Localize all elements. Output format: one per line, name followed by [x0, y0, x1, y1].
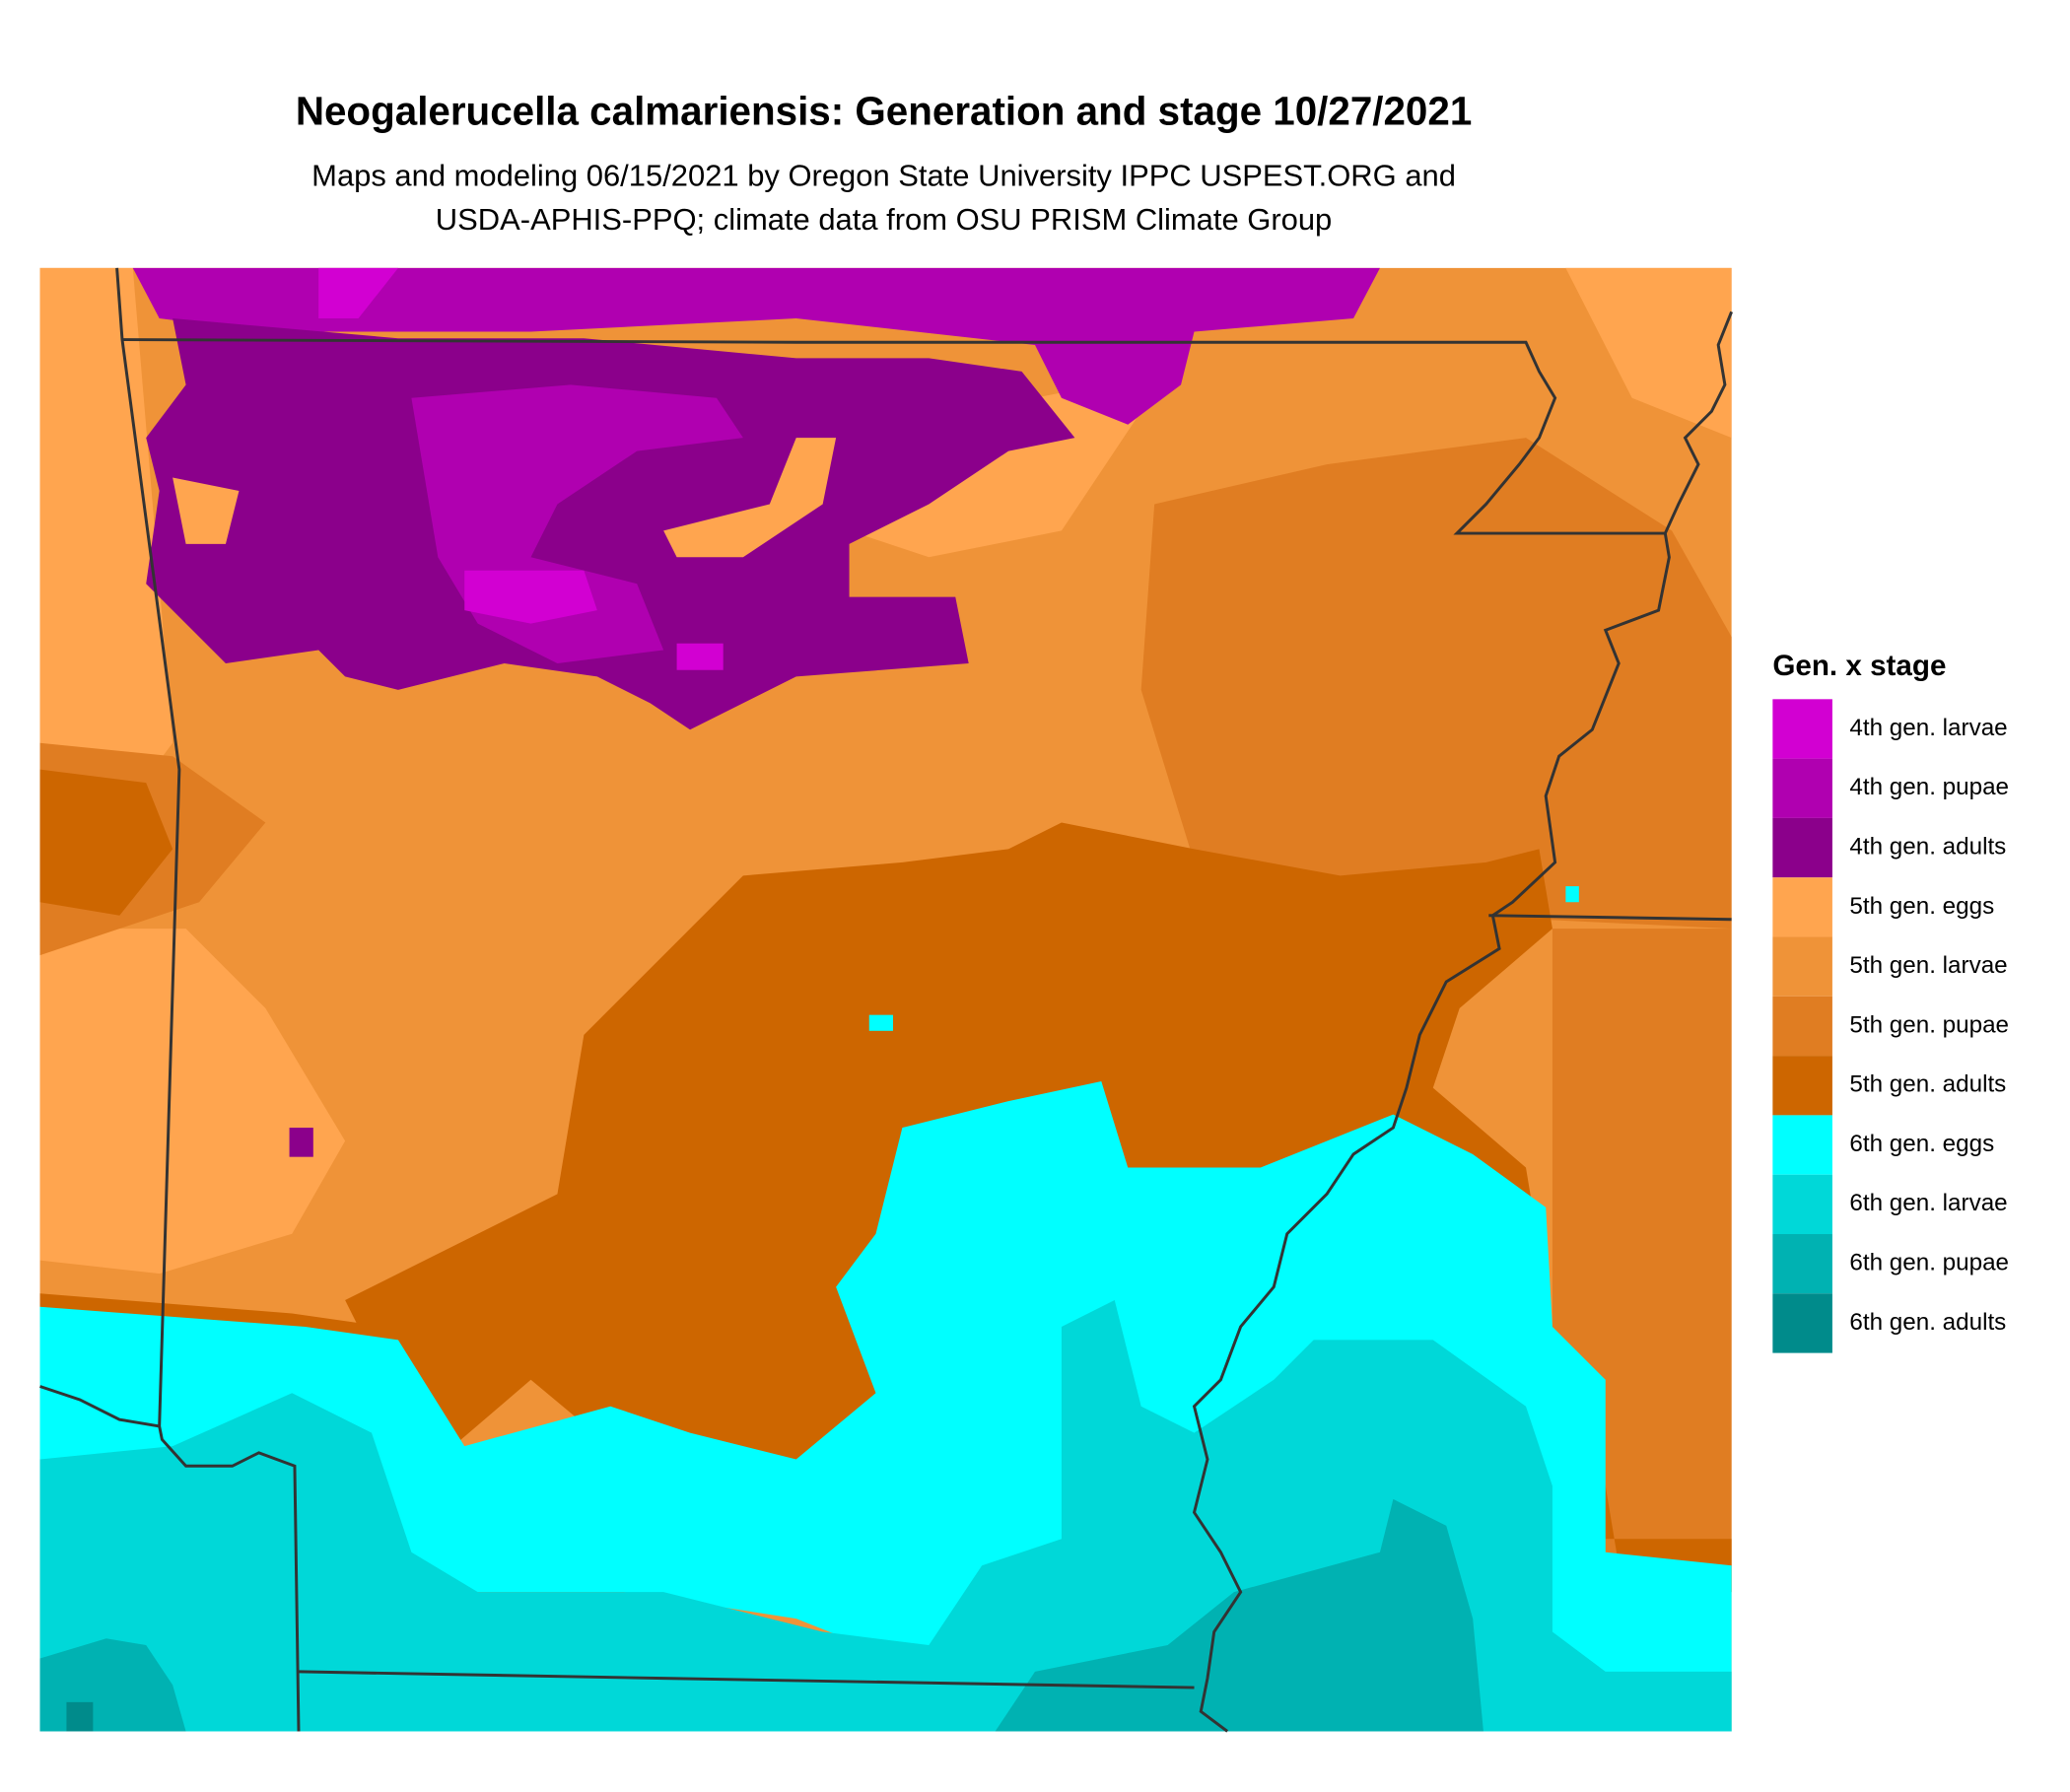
region [868, 1014, 893, 1031]
legend-swatch [1772, 877, 1832, 937]
region [39, 769, 173, 916]
region [172, 477, 240, 544]
region [289, 1128, 313, 1157]
legend-swatch [1772, 996, 1832, 1057]
legend-swatch [1772, 1115, 1832, 1175]
map-subtitle: USDA-APHIS-PPQ; climate data from OSU PR… [436, 202, 1332, 237]
legend-label: 6th gen. pupae [1849, 1250, 2009, 1276]
legend-label: 6th gen. eggs [1849, 1131, 1994, 1157]
legend: Gen. x stage 4th gen. larvae 4th gen. pup… [1772, 650, 2009, 1353]
legend-title: Gen. x stage [1772, 650, 1946, 682]
legend-swatch [1772, 1174, 1832, 1235]
region [39, 267, 173, 796]
legend-swatch [1772, 817, 1832, 878]
region [1379, 267, 1732, 439]
legend-swatch [1772, 1234, 1832, 1294]
legend-label: 4th gen. pupae [1849, 774, 2009, 800]
legend-label: 5th gen. adults [1849, 1071, 2006, 1098]
map-area [39, 267, 1732, 1732]
region [464, 570, 597, 624]
border [39, 1385, 160, 1428]
region [663, 438, 837, 558]
legend-swatch [1772, 758, 1832, 818]
legend-swatch [1772, 1056, 1832, 1116]
region [318, 267, 398, 319]
legend-swatch [1772, 936, 1832, 997]
legend-label: 5th gen. eggs [1849, 893, 1994, 920]
legend-label: 6th gen. larvae [1849, 1190, 2007, 1216]
region [66, 1701, 94, 1732]
border [1663, 310, 1734, 534]
region [132, 267, 1380, 425]
region [1565, 886, 1579, 903]
border [121, 338, 1671, 1733]
state-borders [39, 267, 1734, 1733]
region [146, 318, 1075, 730]
legend-swatch [1772, 699, 1832, 759]
border [298, 1670, 1195, 1689]
map-title: Neogalerucella calmariensis: Generation … [296, 88, 1472, 133]
map-subtitle: Maps and modeling 06/15/2021 by Oregon S… [311, 159, 1456, 193]
region [995, 1498, 1484, 1732]
legend-label: 4th gen. adults [1849, 833, 2006, 860]
region [676, 643, 724, 670]
border [115, 267, 301, 1732]
region [39, 929, 346, 1275]
region [1140, 438, 1732, 930]
legend-label: 4th gen. larvae [1849, 715, 2007, 741]
legend-label: 5th gen. pupae [1849, 1011, 2009, 1038]
legend-swatch [1772, 1293, 1832, 1353]
legend-label: 5th gen. larvae [1849, 952, 2007, 979]
legend-label: 6th gen. adults [1849, 1309, 2006, 1336]
border [1488, 914, 1732, 922]
